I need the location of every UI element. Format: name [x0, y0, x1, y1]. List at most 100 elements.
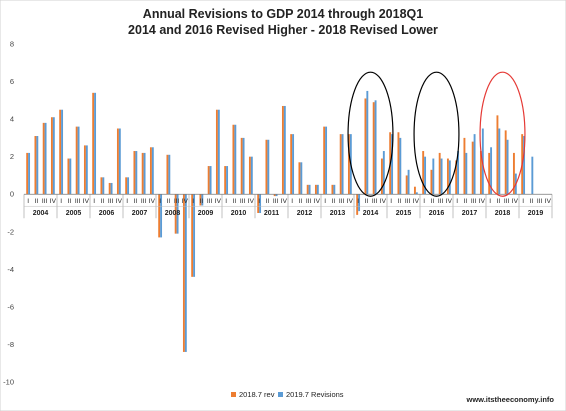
bar-2019-7-revisions — [61, 109, 64, 195]
bar-2018-7-rev — [290, 134, 293, 195]
bar-2018-7-rev — [488, 152, 491, 195]
bar-2019-7-revisions — [267, 139, 270, 195]
quarter-tick-label: I — [126, 198, 128, 205]
quarter-tick-label: II — [101, 198, 105, 205]
bar-2019-7-revisions — [85, 145, 88, 195]
bar-2019-7-revisions — [407, 169, 410, 195]
legend-label-2018-7-rev: 2018.7 rev — [239, 390, 275, 399]
bar-2018-7-rev — [347, 134, 350, 195]
bar-2018-7-rev — [380, 158, 383, 195]
quarter-tick-label: I — [456, 198, 458, 205]
bar-2019-7-revisions — [440, 158, 443, 195]
quarter-tick-label: IV — [248, 198, 255, 205]
quarter-tick-label: III — [207, 198, 213, 205]
bar-2019-7-revisions — [135, 151, 138, 195]
bar-2019-7-revisions — [498, 128, 501, 195]
bar-2018-7-rev — [281, 105, 284, 195]
bar-2019-7-revisions — [94, 92, 97, 195]
bar-2019-7-revisions — [333, 184, 336, 195]
legend-swatch-2018-7-rev — [231, 392, 236, 397]
bar-2019-7-revisions — [415, 192, 418, 195]
bar-2019-7-revisions — [473, 134, 476, 195]
year-tick-label: 2018 — [495, 210, 511, 217]
bar-2018-7-rev — [75, 126, 78, 195]
quarter-tick-label: IV — [116, 198, 123, 205]
bar-2018-7-rev — [413, 186, 416, 195]
bar-2018-7-rev — [405, 175, 408, 195]
bar-2018-7-rev — [306, 184, 309, 195]
bar-2018-7-rev — [273, 194, 276, 197]
year-tick-label: 2014 — [363, 210, 379, 217]
quarter-tick-label: II — [35, 198, 39, 205]
bar-2019-7-revisions — [234, 124, 237, 195]
bar-2019-7-revisions — [325, 126, 328, 195]
quarter-tick-label: I — [225, 198, 227, 205]
quarter-tick-label: II — [266, 198, 270, 205]
bar-2019-7-revisions — [300, 162, 303, 195]
bar-2018-7-rev — [125, 177, 128, 195]
bar-2018-7-rev — [133, 151, 136, 195]
bar-2018-7-rev — [496, 115, 499, 195]
quarter-tick-label: II — [233, 198, 237, 205]
quarter-tick-label: II — [530, 198, 534, 205]
bar-2019-7-revisions — [69, 158, 72, 195]
bar-2018-7-rev — [34, 136, 37, 195]
year-tick-label: 2007 — [132, 210, 148, 217]
bar-2019-7-revisions — [374, 100, 377, 195]
bar-2019-7-revisions — [193, 194, 196, 277]
year-tick-label: 2012 — [297, 210, 313, 217]
year-tick-label: 2010 — [231, 210, 247, 217]
year-tick-label: 2016 — [429, 210, 445, 217]
bar-2019-7-revisions — [36, 136, 39, 195]
quarter-tick-label: III — [504, 198, 510, 205]
bar-2018-7-rev — [471, 141, 474, 195]
bar-2019-7-revisions — [102, 177, 105, 195]
quarter-tick-label: IV — [347, 198, 354, 205]
bar-2018-7-rev — [512, 152, 515, 195]
bar-2019-7-revisions — [399, 137, 402, 195]
bar-2019-7-revisions — [523, 136, 526, 195]
bar-2019-7-revisions — [391, 134, 394, 195]
bar-2019-7-revisions — [531, 156, 534, 195]
quarter-tick-label: IV — [314, 198, 321, 205]
quarter-tick-label: IV — [83, 198, 90, 205]
quarter-tick-label: II — [431, 198, 435, 205]
bar-2019-7-revisions — [275, 194, 278, 197]
bar-2019-7-revisions — [118, 128, 121, 195]
bar-2018-7-rev — [174, 194, 177, 234]
legend-label-2019-7-revisions: 2019.7 Revisions — [286, 390, 344, 399]
year-tick-label: 2017 — [462, 210, 478, 217]
bar-2018-7-rev — [141, 152, 144, 195]
quarter-tick-label: IV — [215, 198, 222, 205]
bar-2018-7-rev — [479, 151, 482, 195]
bar-2019-7-revisions — [209, 166, 212, 195]
bar-2018-7-rev — [108, 182, 111, 195]
quarter-tick-label: II — [365, 198, 369, 205]
bar-2019-7-revisions — [44, 122, 47, 195]
bar-2018-7-rev — [182, 194, 185, 352]
x-axis: I II III IV I II III IV I II III IV I II III IV I II III IV… — [23, 193, 553, 219]
quarter-tick-label: III — [240, 198, 246, 205]
y-tick-label: -10 — [3, 378, 14, 387]
quarter-tick-label: I — [357, 198, 359, 205]
annotation-ellipse-2014 — [347, 71, 394, 197]
bar-2019-7-revisions — [160, 194, 163, 238]
quarter-tick-label: I — [93, 198, 95, 205]
bar-2019-7-revisions — [308, 184, 311, 195]
bar-2018-7-rev — [323, 126, 326, 195]
quarter-tick-label: II — [299, 198, 303, 205]
quarter-tick-label: III — [339, 198, 345, 205]
quarter-tick-label: IV — [446, 198, 453, 205]
quarter-tick-label: I — [159, 198, 161, 205]
bar-2018-7-rev — [224, 166, 227, 195]
y-tick-label: -6 — [7, 302, 14, 311]
quarter-tick-label: II — [332, 198, 336, 205]
quarter-tick-label: IV — [149, 198, 156, 205]
year-tick-label: 2019 — [528, 210, 544, 217]
year-tick-label: 2008 — [165, 210, 181, 217]
y-tick-label: 2 — [10, 152, 14, 161]
bar-2018-7-rev — [372, 102, 375, 195]
bar-2018-7-rev — [50, 117, 53, 195]
credit-text: www.itstheeconomy.info — [465, 395, 554, 404]
bar-2019-7-revisions — [127, 177, 130, 195]
